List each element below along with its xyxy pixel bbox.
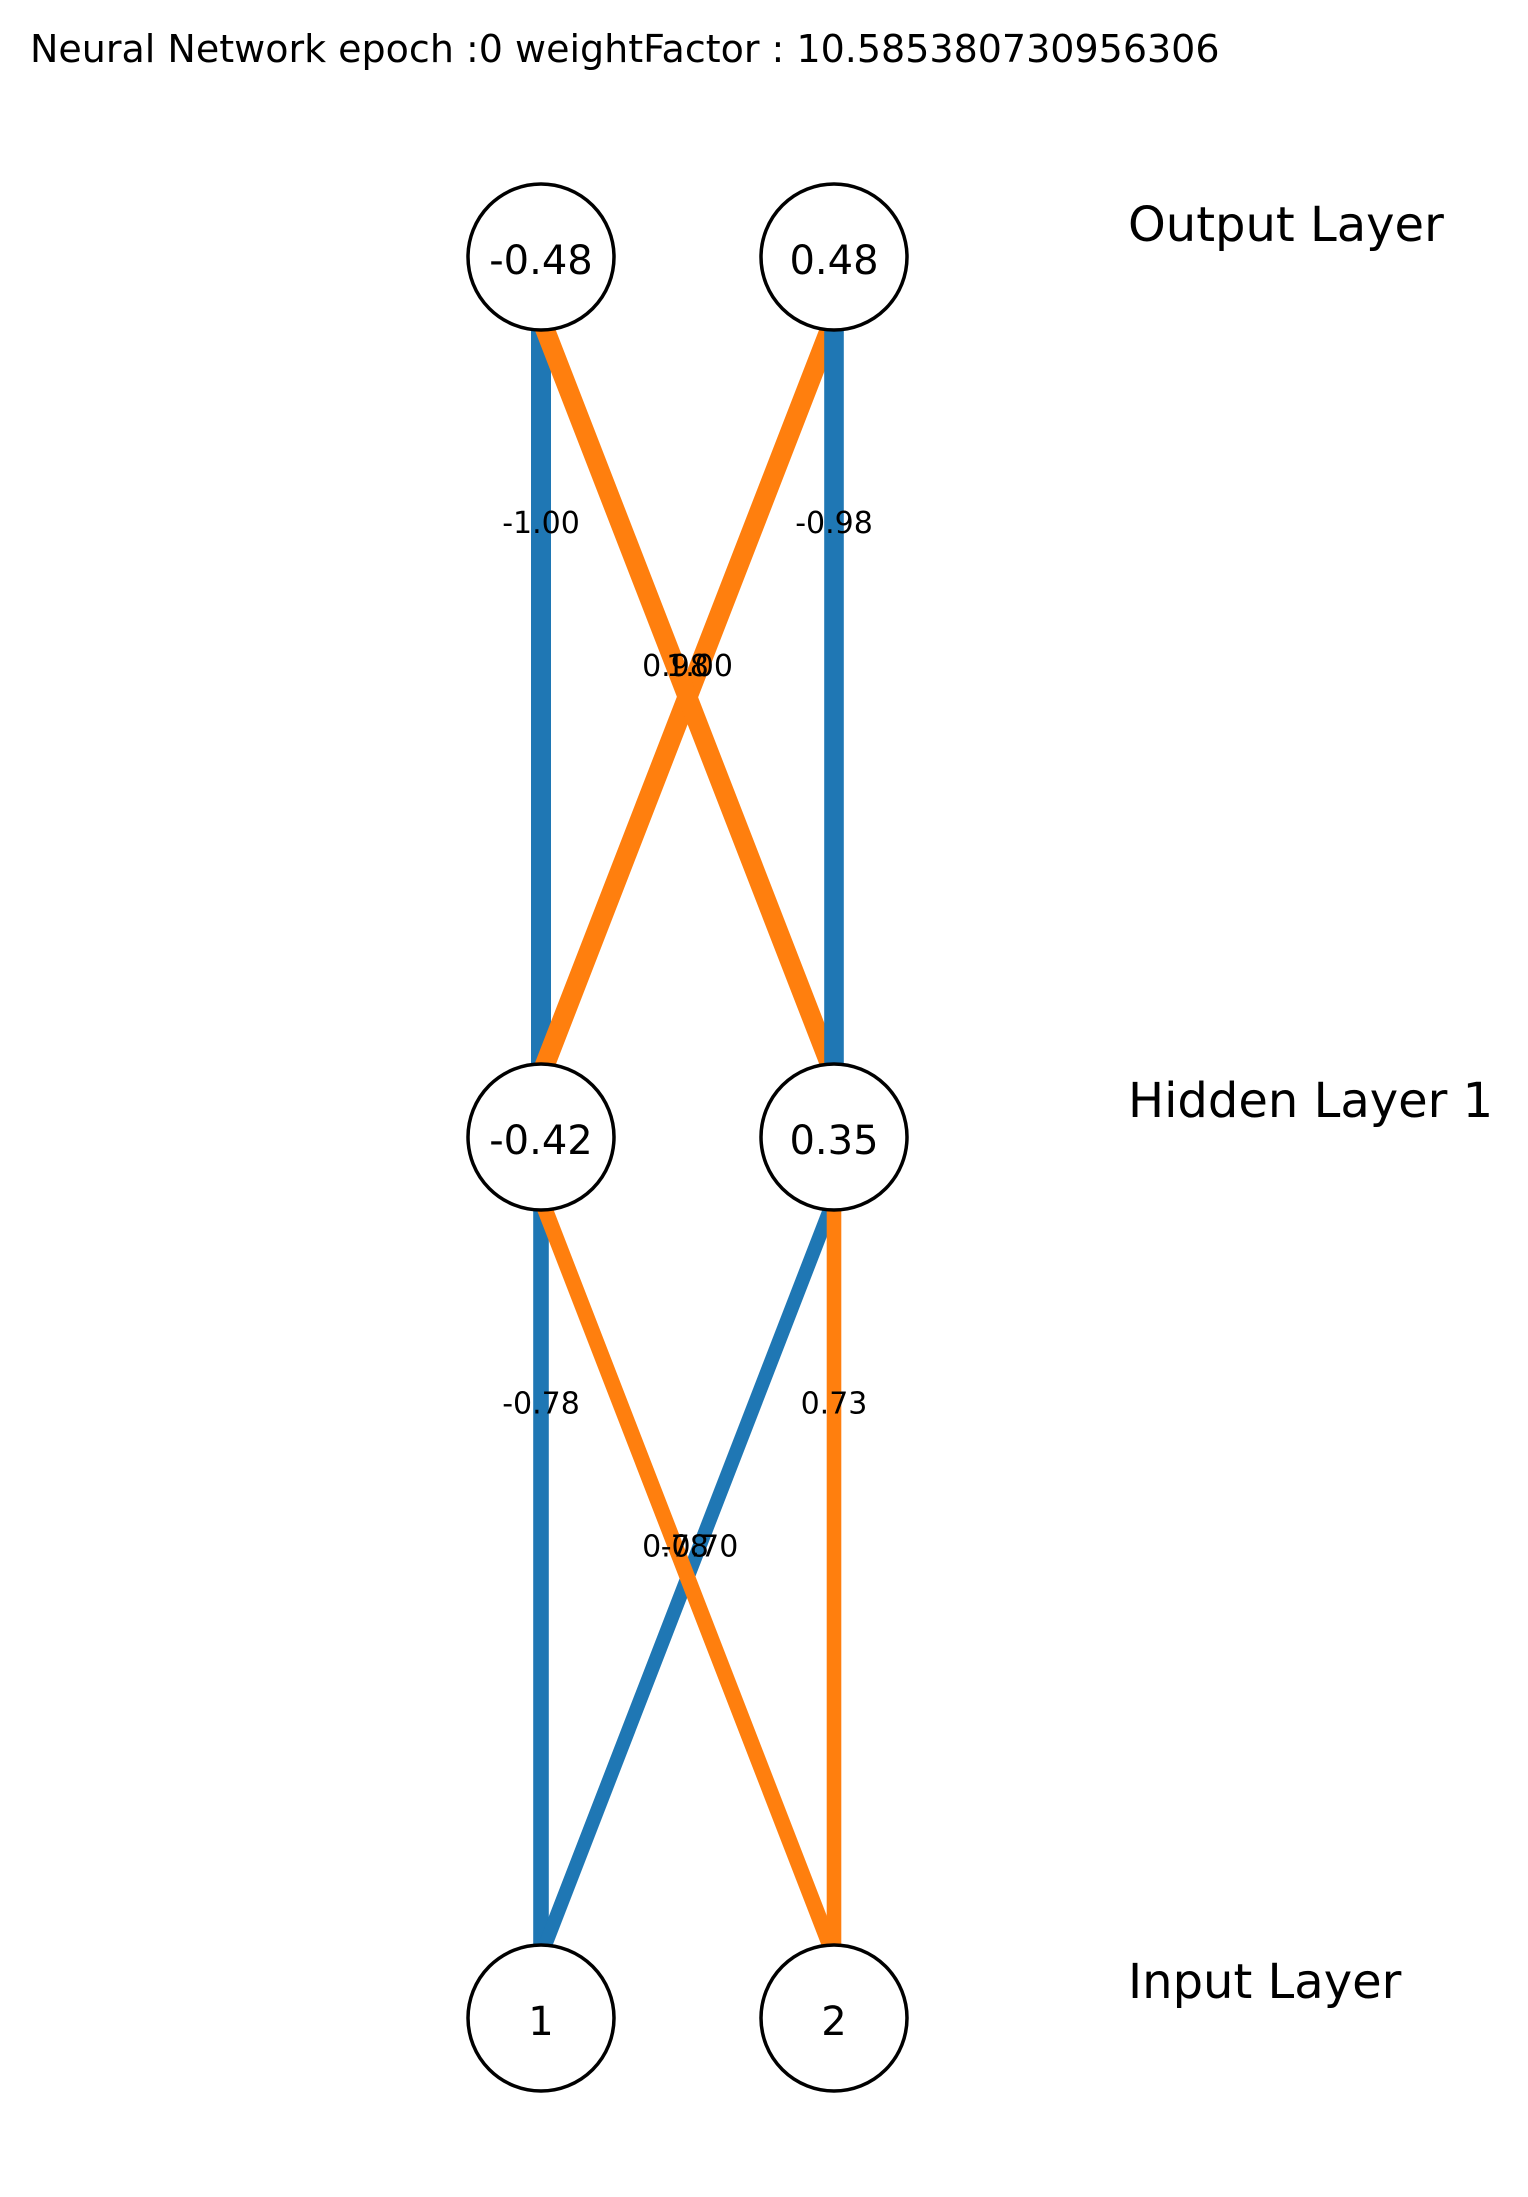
node-circle — [466, 1943, 616, 2093]
layer-labels-group: Input Layer Hidden Layer 1 Output Layer — [1128, 197, 1493, 2010]
weight-label: -0.98 — [795, 506, 873, 541]
layer-label: Output Layer — [1128, 197, 1444, 253]
layer-label: Hidden Layer 1 — [1128, 1073, 1493, 1129]
weight-label: 0.98 — [642, 649, 709, 684]
diagram-title: Neural Network epoch :0 weightFactor : 1… — [30, 27, 1220, 71]
weight-label: 0.78 — [642, 1529, 709, 1564]
weight-label: -0.78 — [502, 1386, 580, 1421]
node-value-label: -0.42 — [489, 1118, 593, 1164]
node-circle — [466, 1062, 616, 1212]
node-circle — [466, 182, 616, 332]
weight-label: -1.00 — [502, 506, 580, 541]
node-value-label: 2 — [821, 1999, 846, 2045]
node-value-label: -0.48 — [489, 238, 593, 284]
connection-line — [533, 1196, 842, 1959]
node-circle — [759, 182, 909, 332]
weight-label: 0.73 — [801, 1386, 868, 1421]
node-circle — [759, 1943, 909, 2093]
layer-label: Input Layer — [1128, 1954, 1402, 2010]
node-circle — [759, 1062, 909, 1212]
connection-line — [531, 315, 844, 1079]
connections-group — [531, 315, 844, 1959]
nodes-group: 1 2 -0.42 0.35 -0.48 0.48 — [466, 182, 909, 2093]
weight-labels-group: -0.78 -0.700.78 0.73 -1.00 1.000.98 -0.98 — [502, 506, 873, 1564]
node-value-label: 0.35 — [789, 1118, 878, 1164]
node-value-label: 1 — [528, 1999, 553, 2045]
weight-label: -0.70 — [661, 1529, 739, 1564]
node-value-label: 0.48 — [789, 238, 878, 284]
weight-label: 1.00 — [666, 649, 733, 684]
